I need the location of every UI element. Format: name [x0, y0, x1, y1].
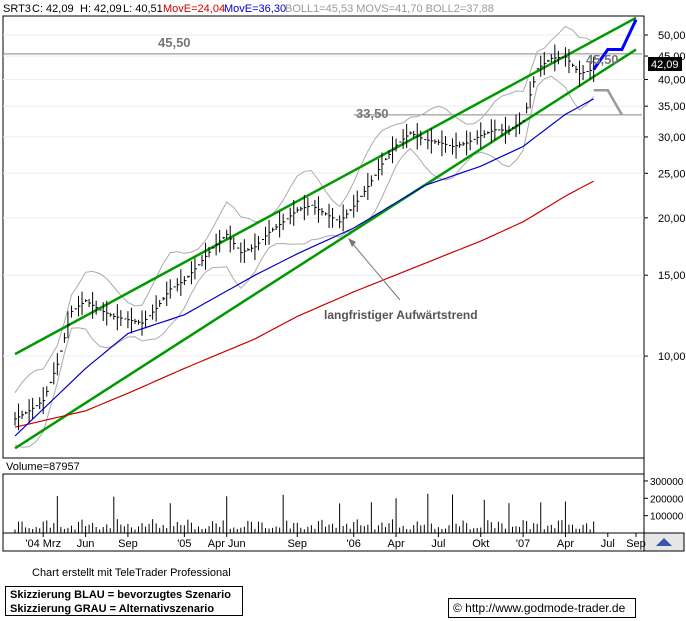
trend-line-upper [14, 16, 637, 356]
x-tick-label: Apr [388, 538, 405, 550]
ma-line-red [14, 180, 594, 428]
moving-averages [14, 98, 594, 437]
x-tick-label: Jul [431, 538, 445, 550]
y-tick-label: 15,00 [658, 270, 686, 282]
price-bars [14, 44, 596, 431]
header-move-blue: MovE=36,30 [224, 3, 286, 15]
x-tick-label: '04 Mrz [25, 538, 61, 550]
scenario-legend: Skizzierung BLAU = bevorzugtes Szenario … [5, 586, 243, 616]
scroll-arrow-icon[interactable] [656, 538, 672, 546]
volume-tick-label: 200000 [650, 494, 684, 505]
ma-line-blue [14, 98, 594, 437]
trend-line-lower [14, 48, 637, 450]
y-tick-label: 30,00 [658, 132, 686, 144]
bollinger-upper [14, 25, 594, 393]
volume-axis: 300000 200000 100000 [644, 477, 684, 523]
last-price-marker [648, 57, 682, 71]
x-axis-bar [2, 532, 645, 552]
header-low: L: 40,51 [123, 3, 163, 15]
legend-blue: Skizzierung BLAU = bevorzugtes Szenario [10, 589, 231, 601]
annotation-arrow-line [351, 242, 401, 301]
x-tick-label: '05 [177, 538, 191, 550]
y-tick-label: 25,00 [658, 168, 686, 180]
header-move-red: MovE=24,04 [163, 3, 225, 15]
y-tick-label: 35,00 [658, 101, 686, 113]
last-price-label: 42,09 [651, 59, 679, 71]
annotation-arrow-icon [348, 238, 356, 247]
volume-label: Volume=87957 [6, 461, 80, 473]
x-tick-label: '06 [347, 538, 361, 550]
volume-tick-label: 100000 [650, 512, 684, 523]
created-with-note: Chart erstellt mit TeleTrader Profession… [32, 567, 231, 579]
x-tick-label: Jun [77, 538, 95, 550]
volume-tick-label: 300000 [650, 477, 684, 488]
grid-layer [3, 34, 644, 357]
y-tick-label: 50,00 [658, 30, 686, 42]
x-tick-label: Apr Jun [208, 538, 246, 550]
source-url[interactable]: © http://www.godmode-trader.de [448, 598, 636, 618]
time-axis: '04 Mrz Jun Sep '05 Apr Jun Sep '06 Apr Jul Okt '0… [25, 533, 646, 550]
x-tick-label: Sep [118, 538, 138, 550]
bollinger-bands [14, 25, 595, 448]
volume-panel-frame [2, 473, 645, 534]
legend-gray: Skizzierung GRAU = Alternativszenario [10, 603, 215, 615]
price-axis: 50,0045,0040,0035,0030,0025,0020,0015,00… [644, 30, 686, 363]
header-symbol: SRT3 [3, 3, 31, 15]
scenario-blue-path [592, 19, 638, 71]
resistance-label-right: 45,50 [586, 52, 619, 67]
trend-channel [14, 16, 637, 450]
header-bollinger: BOLL1=45,53 MOVS=41,70 BOLL2=37,88 [285, 3, 494, 15]
y-tick-label: 10,00 [658, 351, 686, 363]
scenario-gray-path [593, 89, 623, 116]
x-tick-label: Sep [626, 538, 646, 550]
volume-bars [14, 493, 595, 533]
trend-annotation: langfristiger Aufwärtstrend [324, 308, 478, 322]
y-tick-label: 40,00 [658, 75, 686, 87]
x-tick-label: Sep [287, 538, 307, 550]
header-high: H: 42,09 [80, 3, 122, 15]
resistance-label-left: 45,50 [158, 35, 191, 50]
scenario-sketches [592, 19, 638, 116]
support-label: 33,50 [356, 106, 389, 121]
header-close: C: 42,09 [32, 3, 74, 15]
y-tick-label: 20,00 [658, 213, 686, 225]
x-tick-label: Okt [472, 538, 489, 550]
x-tick-label: Jul [601, 538, 615, 550]
x-tick-label: Apr [557, 538, 574, 550]
x-tick-label: '07 [516, 538, 530, 550]
